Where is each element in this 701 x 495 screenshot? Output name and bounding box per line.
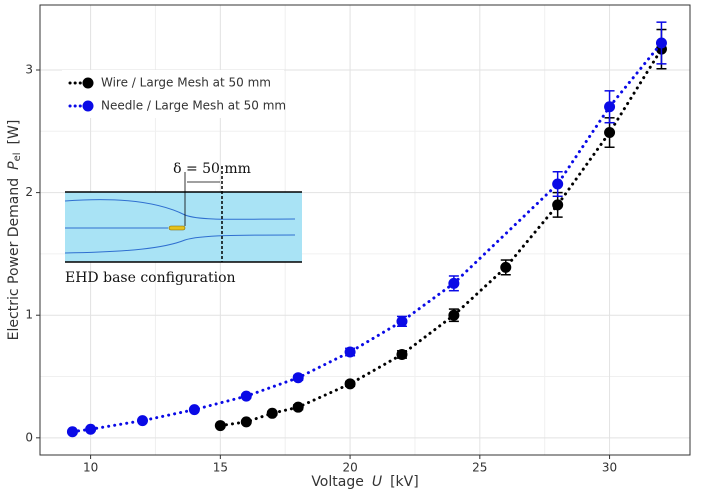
point [448,277,460,289]
point [85,423,97,435]
y-axis-label: Electric Power DemandPel[W] [6,120,23,341]
point [136,415,148,427]
point [344,378,356,390]
point [448,309,460,321]
legend-label: Needle / Large Mesh at 50 mm [101,99,286,113]
point [396,348,408,360]
x-tick-label: 30 [602,461,617,475]
x-tick-label: 15 [213,461,228,475]
point [66,426,78,438]
needle [168,225,186,231]
y-tick-label: 0 [25,430,33,444]
point [240,416,252,428]
y-tick-label: 2 [25,185,33,199]
panel-border [39,4,691,456]
legend-marker [82,77,94,89]
delta-label: δ = 50 mm [173,161,251,177]
inset-diagram: δ = 50 mm EHD base configuration [64,161,302,286]
legend-marker [82,100,94,112]
point [500,261,512,273]
x-tick-label: 10 [83,461,98,475]
point [655,37,667,49]
point [604,101,616,113]
point [396,315,408,327]
x-tick-label: 25 [472,461,487,475]
point [240,390,252,402]
point [188,404,200,416]
point [552,178,564,190]
y-tick-label: 1 [25,308,33,322]
point [214,420,226,432]
point [266,407,278,419]
legend-label: Wire / Large Mesh at 50 mm [101,76,271,90]
point [292,401,304,413]
point [552,199,564,211]
point [344,346,356,358]
inset-caption: EHD base configuration [65,270,236,286]
legend-box [62,70,284,118]
point [604,127,616,139]
x-tick-label: 20 [342,461,357,475]
series-line [70,41,663,434]
y-tick-label: 3 [25,62,33,76]
x-axis-label: Voltage U [kV] [311,474,418,490]
point [292,372,304,384]
